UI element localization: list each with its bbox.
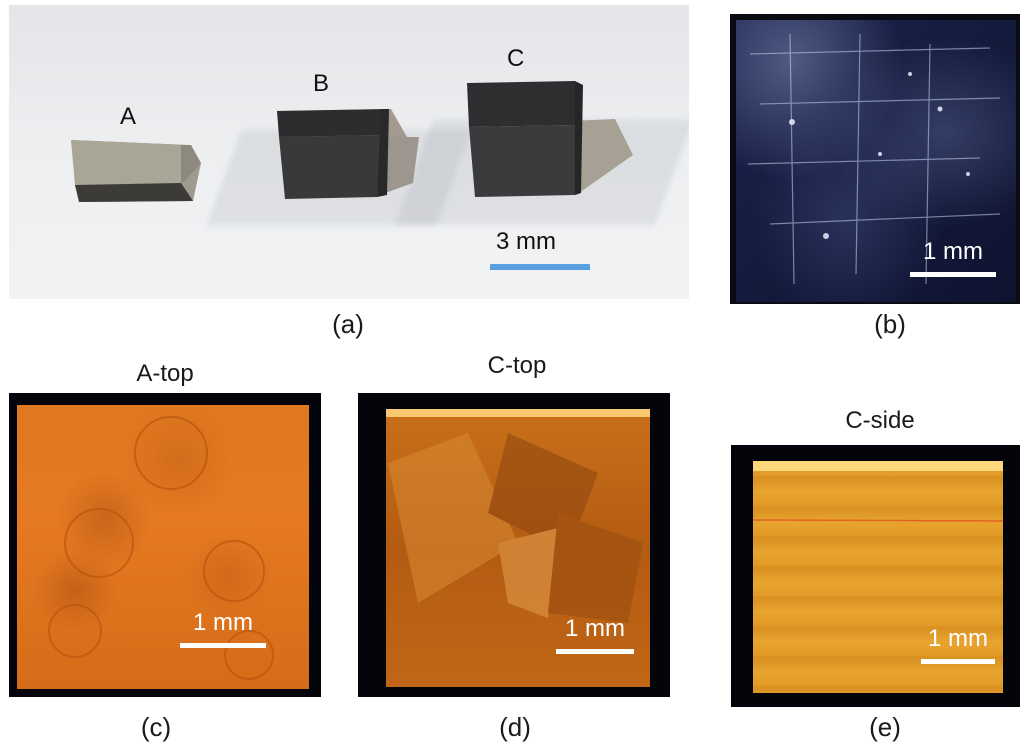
photo-crystals: A B C 3 mm <box>9 5 689 299</box>
title-d: C-top <box>487 352 547 379</box>
caption-e: (e) <box>869 712 901 742</box>
micrograph-c: 1 mm <box>9 393 321 697</box>
micrograph-d: 1 mm <box>358 393 670 697</box>
crystal-c <box>467 81 633 197</box>
micrograph-c-overlay <box>48 416 274 680</box>
micrograph-d-overlay <box>386 409 650 654</box>
caption-d: (d) <box>499 712 531 742</box>
micrograph-e-overlay <box>752 461 1004 664</box>
label-crystal-b: B <box>313 70 330 97</box>
crystal-a <box>71 140 201 202</box>
micrograph-e-sample <box>753 461 1003 693</box>
micrograph-e: 1 mm <box>731 445 1020 707</box>
caption-c: (c) <box>140 712 172 742</box>
caption-a: (a) <box>332 309 364 339</box>
scalebar-label-c: 1 mm <box>193 609 253 636</box>
micrograph-b: 1 mm <box>730 14 1020 304</box>
title-e: C-side <box>845 407 915 434</box>
micrograph-b-texture <box>747 33 1001 285</box>
crystal-b <box>277 109 419 199</box>
label-crystal-c: C <box>507 45 525 72</box>
caption-b: (b) <box>874 309 906 339</box>
crystal-drawing <box>71 81 633 270</box>
title-c: A-top <box>136 360 194 387</box>
scalebar-label-d: 1 mm <box>565 615 625 642</box>
scalebar-line-a <box>490 264 590 270</box>
scalebar-line-e <box>921 659 995 664</box>
label-crystal-a: A <box>120 103 137 130</box>
scalebar-line-d <box>556 649 634 654</box>
scalebar-label-e: 1 mm <box>928 625 988 652</box>
scalebar-line-b <box>910 272 996 277</box>
scalebar-label-b: 1 mm <box>923 238 983 265</box>
scalebar-line-c <box>180 643 266 648</box>
scalebar-label-a: 3 mm <box>496 228 556 255</box>
